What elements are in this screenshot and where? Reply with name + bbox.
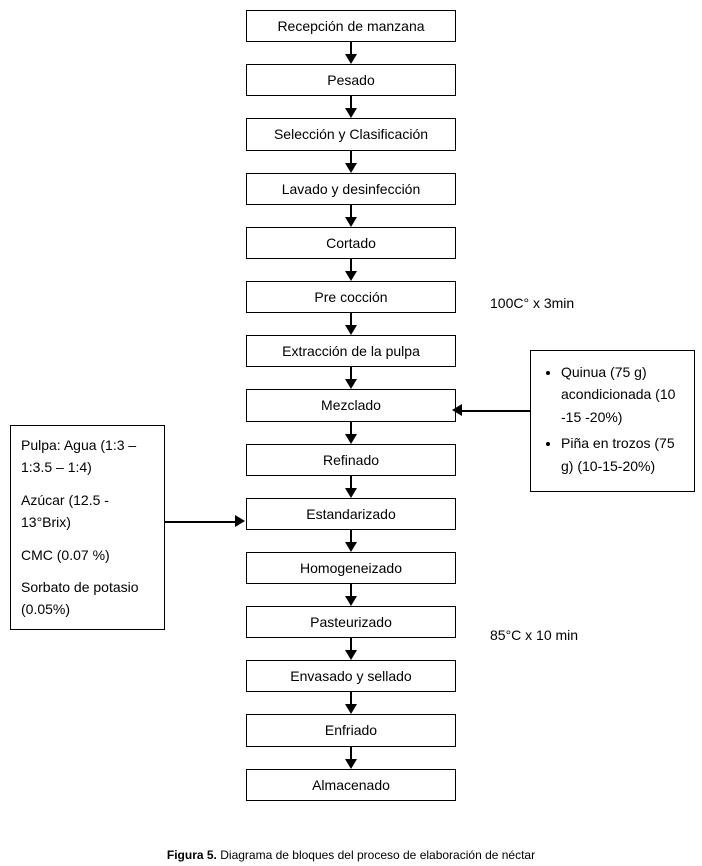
arrow-left-head-icon	[452, 404, 462, 416]
process-node: Extracción de la pulpa	[246, 335, 456, 367]
process-node: Cortado	[246, 227, 456, 259]
process-node: Homogeneizado	[246, 552, 456, 584]
estandarizado-line: Pulpa: Agua (1:3 – 1:3.5 – 1:4)	[21, 434, 154, 479]
mezclado-inputs-box: Quinua (75 g) acondicionada (10 -15 -20%…	[530, 350, 695, 492]
arrow-right-head-icon	[235, 515, 245, 527]
process-node: Mezclado	[246, 389, 456, 421]
estandarizado-inputs-box: Pulpa: Agua (1:3 – 1:3.5 – 1:4) Azúcar (…	[10, 425, 165, 630]
estandarizado-line: CMC (0.07 %)	[21, 544, 154, 566]
estandarizado-line: Sorbato de potasio (0.05%)	[21, 576, 154, 621]
caption-prefix: Figura 5.	[167, 848, 217, 862]
process-node: Recepción de manzana	[246, 10, 456, 42]
process-node: Pesado	[246, 64, 456, 96]
mezclado-item: Piña en trozos (75 g) (10-15-20%)	[561, 432, 682, 477]
process-node: Refinado	[246, 444, 456, 476]
arrow-left-icon	[460, 410, 530, 412]
pasteurizado-note: 85°C x 10 min	[490, 627, 578, 643]
process-node: Envasado y sellado	[246, 660, 456, 692]
figure-caption: Figura 5. Diagrama de bloques del proces…	[35, 848, 667, 862]
process-node: Selección y Clasificación	[246, 118, 456, 150]
process-node: Estandarizado	[246, 498, 456, 530]
process-node: Pasteurizado	[246, 606, 456, 638]
process-node: Almacenado	[246, 769, 456, 801]
caption-text: Diagrama de bloques del proceso de elabo…	[217, 848, 535, 862]
arrow-right-icon	[165, 521, 237, 523]
mezclado-item: Quinua (75 g) acondicionada (10 -15 -20%…	[561, 361, 682, 428]
process-node: Lavado y desinfección	[246, 173, 456, 205]
precoccion-note: 100C° x 3min	[490, 295, 574, 311]
flowchart-main: Recepción de manzana Pesado Selección y …	[246, 10, 456, 801]
process-node: Enfriado	[246, 714, 456, 746]
process-node: Pre cocción	[246, 281, 456, 313]
estandarizado-line: Azúcar (12.5 - 13°Brix)	[21, 489, 154, 534]
